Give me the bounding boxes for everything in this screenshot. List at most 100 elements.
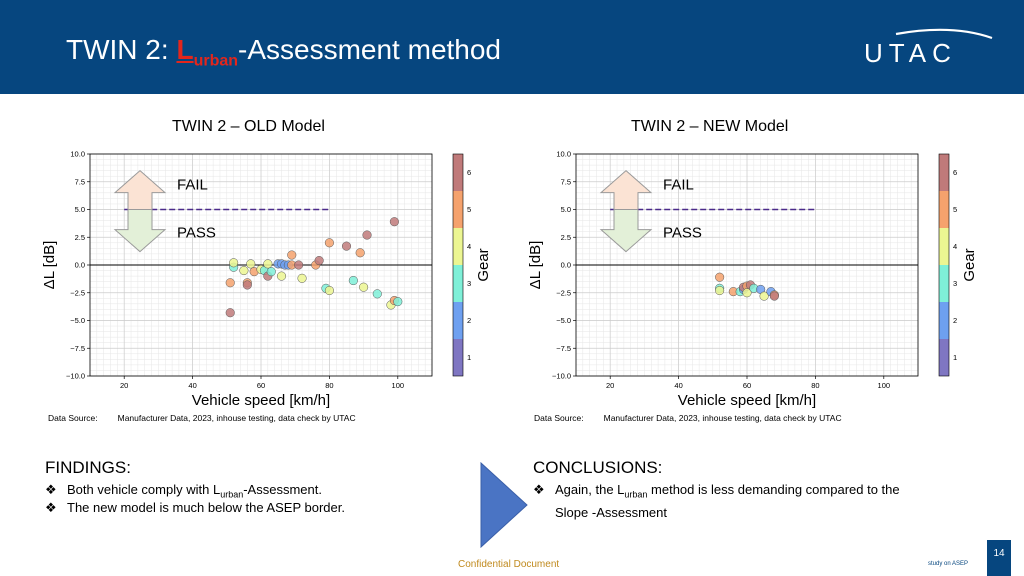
data-point bbox=[355, 248, 365, 258]
data-point bbox=[229, 258, 239, 268]
data-point bbox=[225, 308, 235, 318]
pass-label: PASS bbox=[177, 224, 216, 241]
data-point bbox=[348, 275, 358, 286]
colorbar-segment bbox=[939, 191, 949, 228]
x-tick-label: 40 bbox=[188, 381, 196, 390]
data-point bbox=[372, 289, 382, 299]
colorbar-segment bbox=[453, 339, 463, 376]
page-title: TWIN 2: Lurban-Assessment method bbox=[66, 34, 502, 70]
y-tick-label: 5.0 bbox=[561, 205, 571, 214]
y-tick-label: 5.0 bbox=[75, 205, 85, 214]
x-axis-label: Vehicle speed [km/h] bbox=[678, 392, 816, 408]
y-tick-label: −10.0 bbox=[552, 372, 571, 381]
y-tick-label: 0.0 bbox=[75, 261, 85, 270]
data-point bbox=[715, 272, 725, 282]
diamond-bullet-icon: ❖ bbox=[45, 482, 57, 497]
data-point bbox=[287, 250, 297, 260]
y-tick-label: −2.5 bbox=[556, 288, 571, 297]
transition-arrow-icon bbox=[480, 462, 528, 548]
colorbar-segment bbox=[939, 228, 949, 265]
conclusions-bullet-1: ❖ Again, the Lurban method is less demand… bbox=[533, 482, 900, 520]
findings-title: FINDINGS: bbox=[45, 458, 131, 477]
x-tick-label: 40 bbox=[674, 381, 682, 390]
y-tick-label: −7.5 bbox=[70, 344, 85, 353]
svg-text:UTAC: UTAC bbox=[864, 38, 957, 68]
utac-logo: UTAC bbox=[864, 28, 993, 68]
fail-label: FAIL bbox=[177, 177, 208, 194]
fail-label: FAIL bbox=[663, 177, 694, 194]
colorbar-tick-label: 4 bbox=[467, 242, 471, 251]
y-tick-label: 2.5 bbox=[75, 233, 85, 242]
data-point bbox=[389, 217, 399, 227]
data-point bbox=[393, 297, 403, 307]
colorbar-label: Gear bbox=[475, 248, 492, 281]
y-tick-label: 7.5 bbox=[561, 177, 571, 186]
title-l-urban: Lurban bbox=[176, 34, 239, 70]
y-axis-label: ΔL [dB] bbox=[527, 241, 544, 290]
data-point bbox=[294, 260, 304, 270]
old-model-chart: 20 40 60 80 100 −10.0 −7.5 −5.0 −2.5 0.0 2.5 5.0 7.5… bbox=[41, 150, 492, 409]
y-tick-label: −5.0 bbox=[70, 316, 85, 325]
x-tick-label: 100 bbox=[878, 381, 891, 390]
colorbar-segment bbox=[453, 228, 463, 265]
x-tick-label: 20 bbox=[120, 381, 128, 390]
colorbar-tick-label: 6 bbox=[467, 168, 471, 177]
y-tick-label: −10.0 bbox=[66, 372, 85, 381]
data-point bbox=[297, 273, 307, 283]
colorbar-segment bbox=[939, 339, 949, 376]
colorbar-segment bbox=[453, 191, 463, 228]
data-point bbox=[263, 259, 273, 269]
colorbar-tick-label: 2 bbox=[953, 316, 957, 325]
y-tick-label: −5.0 bbox=[556, 316, 571, 325]
data-point bbox=[276, 271, 287, 281]
colorbar-tick-label: 6 bbox=[953, 168, 957, 177]
new-model-subtitle: TWIN 2 – NEW Model bbox=[631, 118, 789, 135]
colorbar-tick-label: 3 bbox=[467, 279, 471, 288]
y-tick-label: 10.0 bbox=[556, 150, 571, 159]
data-point bbox=[362, 230, 372, 240]
y-tick-label: 0.0 bbox=[561, 261, 571, 270]
x-tick-label: 80 bbox=[325, 381, 333, 390]
findings-bullet-2: ❖ The new model is much below the ASEP bo… bbox=[45, 500, 345, 515]
colorbar-segment bbox=[453, 154, 463, 191]
findings-bullet-1: ❖ Both vehicle comply with Lurban-Assessm… bbox=[45, 482, 322, 500]
fail-arrow-icon bbox=[113, 169, 167, 210]
pass-arrow-icon bbox=[599, 209, 653, 253]
data-point bbox=[359, 282, 369, 292]
colorbar-segment bbox=[939, 302, 949, 339]
old-model-subtitle: TWIN 2 – OLD Model bbox=[172, 118, 325, 135]
colorbar-tick-label: 2 bbox=[467, 316, 471, 325]
new-model-chart: 20 40 60 80 100 −10.0 −7.5 −5.0 −2.5 0.0 2.5 5.0 7.5… bbox=[527, 150, 978, 409]
colorbar-segment bbox=[453, 302, 463, 339]
data-point bbox=[266, 267, 276, 277]
y-tick-label: 7.5 bbox=[75, 177, 85, 186]
colorbar-tick-label: 1 bbox=[953, 353, 957, 362]
diamond-bullet-icon: ❖ bbox=[45, 500, 57, 515]
study-label: study on ASEP bbox=[928, 561, 969, 567]
diamond-bullet-icon: ❖ bbox=[533, 482, 545, 497]
y-tick-label: −7.5 bbox=[556, 344, 571, 353]
pass-arrow-icon bbox=[113, 209, 167, 253]
data-point bbox=[324, 238, 334, 248]
colorbar-segment bbox=[939, 154, 949, 191]
data-point bbox=[341, 241, 352, 251]
data-point bbox=[715, 285, 725, 296]
colorbar-segment bbox=[453, 265, 463, 302]
colorbar-frame bbox=[452, 153, 464, 377]
pass-label: PASS bbox=[663, 224, 702, 241]
data-point bbox=[759, 291, 769, 301]
x-axis-label: Vehicle speed [km/h] bbox=[192, 392, 330, 408]
colorbar-tick-label: 1 bbox=[467, 353, 471, 362]
colorbar-segment bbox=[939, 265, 949, 302]
data-point bbox=[242, 280, 252, 290]
data-point bbox=[324, 285, 334, 296]
data-point bbox=[742, 288, 752, 298]
data-point bbox=[769, 291, 779, 301]
colorbar-tick-label: 5 bbox=[467, 205, 471, 214]
header-bar: TWIN 2: Lurban-Assessment method UTAC bbox=[0, 0, 1024, 94]
data-point bbox=[246, 259, 256, 269]
data-point bbox=[314, 256, 324, 266]
confidential-label: Confidential Document bbox=[458, 559, 560, 570]
y-tick-label: −2.5 bbox=[70, 288, 85, 297]
colorbar-label: Gear bbox=[961, 248, 978, 281]
